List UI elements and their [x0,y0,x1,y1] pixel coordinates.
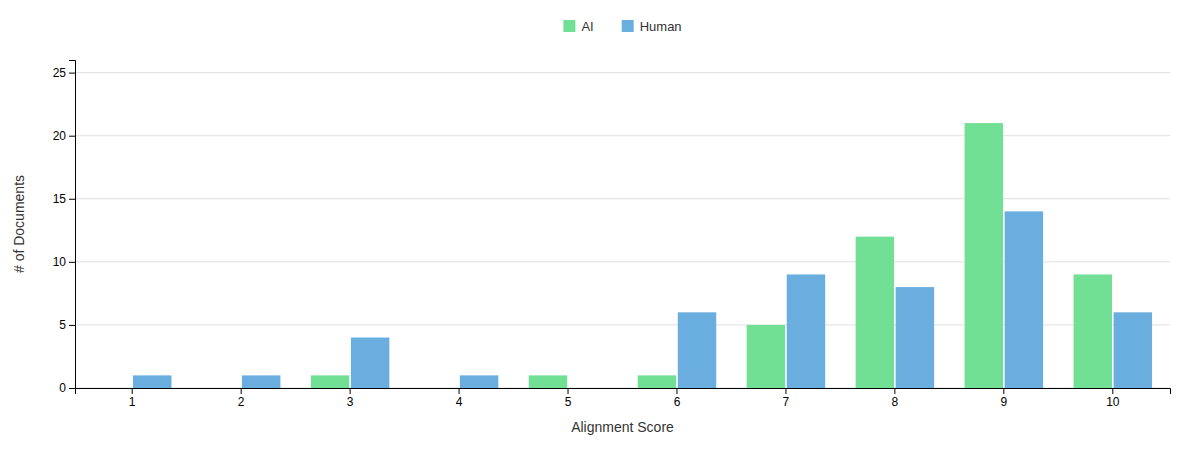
tick-mark [69,136,75,137]
x-axis-title: Alignment Score [571,419,674,435]
legend-item: AI [563,19,593,34]
y-axis: 0 5 10 15 20 25 [53,61,76,396]
legend-item: Human [622,19,682,34]
bar [1074,274,1112,388]
legend: AI Human [563,19,681,34]
bar [1114,312,1152,388]
axis-line [69,61,76,389]
tick-mark [785,388,786,394]
bar [965,123,1003,388]
tick-mark [350,388,351,394]
bar [351,338,389,388]
tick-label: 15 [53,192,67,206]
bar [896,287,934,388]
tick-mark [69,325,75,326]
bar [1005,211,1043,388]
tick-label: 3 [347,395,354,409]
x-tick: 10 [1106,388,1120,409]
bar [856,237,894,388]
tick-label: 25 [53,66,67,80]
tick-mark [69,73,75,74]
bar [569,388,607,389]
bar [460,375,498,388]
bar [133,375,171,388]
tick-mark [676,388,677,394]
x-tick: 5 [565,388,572,409]
x-tick: 2 [238,388,245,409]
bar-series [311,123,1112,388]
bar [787,274,825,388]
y-tick: 20 [53,129,75,143]
tick-label: 20 [53,129,67,143]
chart: 0 5 10 15 20 25 1 2 3 4 5 6 7 8 9 10 Alignment Score # of… [0,0,1200,450]
grid-line [75,198,1170,199]
tick-label: 7 [783,395,790,409]
tick-mark [568,388,569,394]
bar [202,388,240,389]
bar-series [133,211,1152,388]
x-tick: 8 [892,388,899,409]
x-tick: 4 [456,388,463,409]
y-tick: 10 [53,255,75,269]
x-tick: 9 [1000,388,1007,409]
x-tick: 1 [129,388,136,409]
tick-label: 10 [1106,395,1120,409]
tick-label: 4 [456,395,463,409]
chart-container: 0 5 10 15 20 25 1 2 3 4 5 6 7 8 9 10 Alignment Score # of… [0,0,1200,450]
tick-mark [69,262,75,263]
grid [75,73,1170,388]
tick-mark [241,388,242,394]
bar [93,388,131,389]
y-tick: 5 [59,318,75,332]
legend-swatch [563,20,575,32]
y-tick: 0 [59,381,75,395]
tick-mark [459,388,460,394]
x-axis: 1 2 3 4 5 6 7 8 9 10 [76,388,1171,409]
legend-swatch [622,20,634,32]
bar [747,325,785,388]
tick-label: 1 [129,395,136,409]
y-tick: 25 [53,66,75,80]
x-tick: 6 [674,388,681,409]
grid-line [75,135,1170,136]
legend-label: Human [640,19,682,34]
tick-label: 5 [59,318,66,332]
y-tick: 15 [53,192,75,206]
bar [638,375,676,388]
tick-mark [894,388,895,394]
tick-label: 10 [53,255,67,269]
bar [529,375,567,388]
tick-label: 2 [238,395,245,409]
tick-mark [69,388,75,389]
tick-label: 9 [1000,395,1007,409]
tick-label: 8 [892,395,899,409]
tick-mark [1003,388,1004,394]
tick-label: 6 [674,395,681,409]
bar [678,312,716,388]
tick-label: 0 [59,381,66,395]
bar [420,388,458,389]
tick-label: 5 [565,395,572,409]
plot-area [133,123,1152,388]
bar [242,375,280,388]
x-tick: 3 [347,388,354,409]
x-tick: 7 [783,388,790,409]
axis-line [76,389,1171,395]
tick-mark [132,388,133,394]
tick-mark [69,199,75,200]
bar [311,375,349,388]
grid-line [75,72,1170,73]
legend-label: AI [581,19,593,34]
tick-mark [1112,388,1113,394]
y-axis-title: # of Documents [11,175,27,273]
